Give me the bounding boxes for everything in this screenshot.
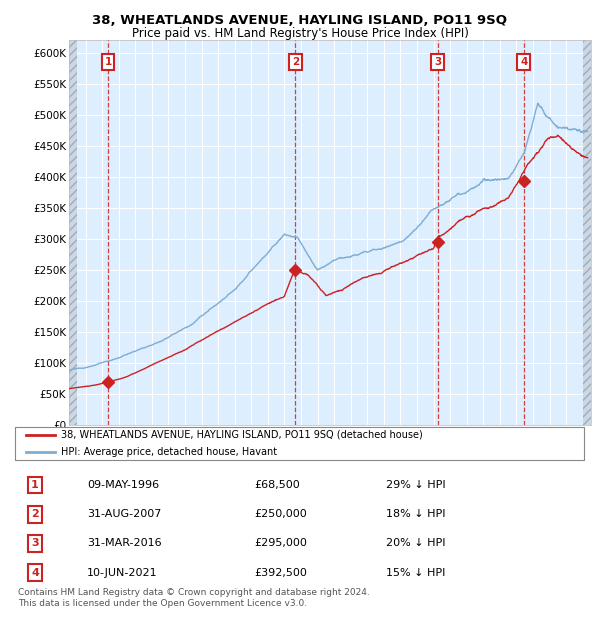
Bar — [583, 40, 593, 425]
Bar — [69, 40, 77, 425]
Text: £295,000: £295,000 — [254, 538, 307, 548]
Text: 2: 2 — [31, 509, 39, 519]
Text: 31-MAR-2016: 31-MAR-2016 — [87, 538, 161, 548]
Text: £250,000: £250,000 — [254, 509, 307, 519]
Text: This data is licensed under the Open Government Licence v3.0.: This data is licensed under the Open Gov… — [18, 600, 307, 608]
Text: 09-MAY-1996: 09-MAY-1996 — [87, 480, 159, 490]
Text: HPI: Average price, detached house, Havant: HPI: Average price, detached house, Hava… — [61, 447, 277, 457]
Text: 4: 4 — [520, 57, 527, 67]
Text: 29% ↓ HPI: 29% ↓ HPI — [386, 480, 446, 490]
Text: Price paid vs. HM Land Registry's House Price Index (HPI): Price paid vs. HM Land Registry's House … — [131, 27, 469, 40]
Text: Contains HM Land Registry data © Crown copyright and database right 2024.: Contains HM Land Registry data © Crown c… — [18, 588, 370, 597]
Text: 2: 2 — [292, 57, 299, 67]
Text: 4: 4 — [31, 567, 39, 578]
Text: £68,500: £68,500 — [254, 480, 299, 490]
Text: 31-AUG-2007: 31-AUG-2007 — [87, 509, 161, 519]
FancyBboxPatch shape — [15, 427, 584, 461]
Text: 15% ↓ HPI: 15% ↓ HPI — [386, 567, 446, 578]
Text: 1: 1 — [31, 480, 39, 490]
Text: £392,500: £392,500 — [254, 567, 307, 578]
Text: 38, WHEATLANDS AVENUE, HAYLING ISLAND, PO11 9SQ (detached house): 38, WHEATLANDS AVENUE, HAYLING ISLAND, P… — [61, 430, 423, 440]
Text: 10-JUN-2021: 10-JUN-2021 — [87, 567, 158, 578]
Text: 18% ↓ HPI: 18% ↓ HPI — [386, 509, 446, 519]
Text: 1: 1 — [104, 57, 112, 67]
Text: 3: 3 — [434, 57, 442, 67]
Text: 38, WHEATLANDS AVENUE, HAYLING ISLAND, PO11 9SQ: 38, WHEATLANDS AVENUE, HAYLING ISLAND, P… — [92, 14, 508, 27]
Text: 3: 3 — [31, 538, 39, 548]
Text: 20% ↓ HPI: 20% ↓ HPI — [386, 538, 446, 548]
